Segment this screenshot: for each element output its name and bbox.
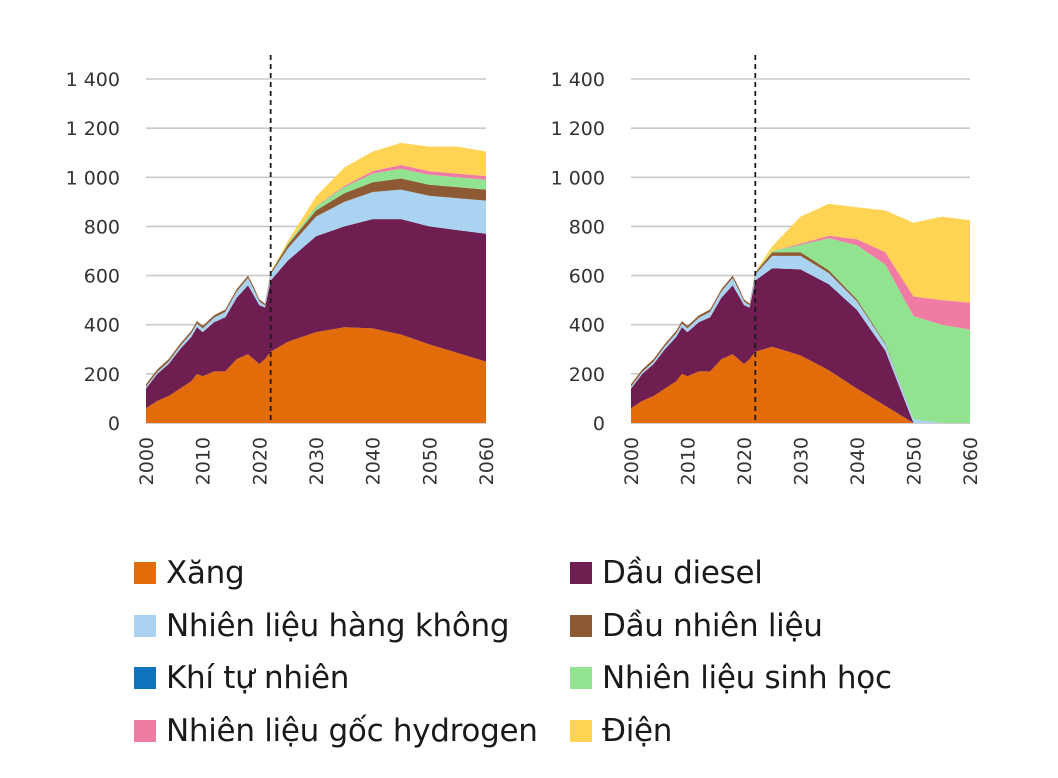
legend-item-nhien-lieu-sinh-hoc: Nhiên liệu sinh học (570, 658, 892, 698)
legend-label-khi-tu-nhien: Khí tự nhiên (166, 660, 350, 696)
chart-panel-right: 0 200 400 600 800 1 000 1 200 1 400 2000 2010 2020… (551, 55, 982, 485)
y-tick-label: 200 (569, 364, 605, 386)
x-tick-label: 2000 (621, 437, 643, 485)
legend-swatch-xang (134, 562, 156, 584)
x-tick-label: 2020 (249, 437, 271, 485)
x-tick-label: 2060 (960, 437, 982, 485)
y-tick-label: 1 400 (66, 69, 120, 91)
y-tick-label: 600 (84, 266, 120, 288)
legend-swatch-dau-nhien-lieu (570, 615, 592, 637)
y-tick-label: 600 (569, 266, 605, 288)
legend-item-dau-nhien-lieu: Dầu nhiên liệu (570, 606, 823, 646)
legend-swatch-nhien-lieu-goc-hydrogen (134, 720, 156, 742)
legend-item-dau-diesel: Dầu diesel (570, 553, 763, 593)
chart-panel-left: 0 200 400 600 800 1 000 1 200 1 400 2000 2010 2020… (66, 55, 498, 485)
area-series-nhien-lieu-hang-khong (146, 189, 486, 389)
area-series-xang (631, 346, 970, 423)
x-tick-label: 2010 (193, 437, 215, 485)
legend-item-dien: Điện (570, 711, 672, 751)
x-tick-label: 2040 (847, 437, 869, 485)
area-series-dien (146, 142, 486, 385)
legend-item-xang: Xăng (134, 553, 245, 593)
legend-swatch-nhien-lieu-sinh-hoc (570, 667, 592, 689)
x-tick-label: 2060 (476, 437, 498, 485)
y-tick-label: 800 (569, 216, 605, 238)
legend-label-nhien-lieu-goc-hydrogen: Nhiên liệu gốc hydrogen (166, 713, 538, 749)
y-tick-label: 200 (84, 364, 120, 386)
area-series-nhien-lieu-sinh-hoc (631, 238, 970, 423)
y-tick-label: 1 000 (66, 167, 120, 189)
x-tick-label: 2030 (306, 437, 328, 485)
legend-label-nhien-lieu-sinh-hoc: Nhiên liệu sinh học (602, 660, 892, 696)
legend-item-khi-tu-nhien: Khí tự nhiên (134, 658, 349, 698)
legend-swatch-khi-tu-nhien (134, 667, 156, 689)
area-series-dien (631, 203, 970, 385)
legend-swatch-nhien-lieu-hang-khong (134, 615, 156, 637)
x-tick-label: 2050 (419, 437, 441, 485)
y-tick-label: 1 000 (551, 167, 605, 189)
y-tick-label: 0 (108, 413, 120, 435)
y-tick-label: 800 (84, 216, 120, 238)
legend-label-dau-nhien-lieu: Dầu nhiên liệu (602, 608, 823, 644)
legend-item-nhien-lieu-hang-khong: Nhiên liệu hàng không (134, 606, 510, 646)
y-tick-label: 400 (569, 315, 605, 337)
y-tick-label: 1 200 (66, 118, 120, 140)
legend-swatch-dien (570, 720, 592, 742)
x-tick-label: 2010 (678, 437, 700, 485)
legend-swatch-dau-diesel (570, 562, 592, 584)
legend-label-dien: Điện (602, 713, 673, 749)
x-tick-label: 2040 (363, 437, 385, 485)
y-tick-label: 0 (593, 413, 605, 435)
area-series-dau-diesel (146, 219, 486, 409)
y-tick-label: 1 400 (551, 69, 605, 91)
legend-label-nhien-lieu-hang-khong: Nhiên liệu hàng không (166, 608, 510, 644)
y-tick-label: 400 (84, 315, 120, 337)
legend-item-nhien-lieu-goc-hydrogen: Nhiên liệu gốc hydrogen (134, 711, 538, 751)
x-tick-label: 2020 (734, 437, 756, 485)
x-tick-label: 2000 (136, 437, 158, 485)
y-tick-label: 1 200 (551, 118, 605, 140)
x-tick-label: 2050 (904, 437, 926, 485)
x-tick-label: 2030 (791, 437, 813, 485)
legend-label-xang: Xăng (166, 555, 245, 591)
area-series-xang (146, 327, 486, 423)
area-series-dau-diesel (631, 268, 970, 423)
legend-label-dau-diesel: Dầu diesel (602, 555, 763, 591)
